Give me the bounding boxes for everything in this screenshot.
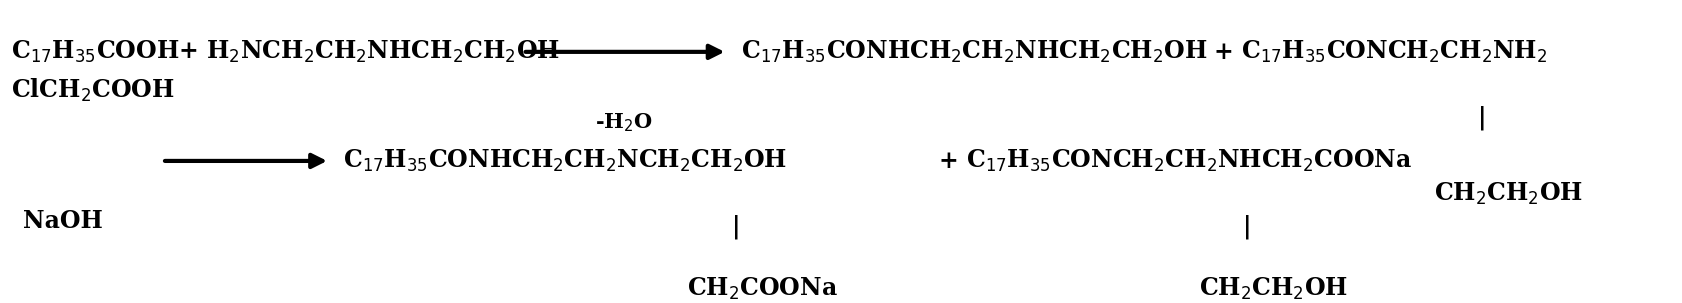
- Text: ClCH$_2$COOH: ClCH$_2$COOH: [12, 76, 175, 104]
- Text: C$_{17}$H$_{35}$CONCH$_2$CH$_2$NH$_2$: C$_{17}$H$_{35}$CONCH$_2$CH$_2$NH$_2$: [1240, 39, 1546, 65]
- Text: |: |: [732, 214, 740, 239]
- Text: CH$_2$CH$_2$OH: CH$_2$CH$_2$OH: [1198, 276, 1347, 302]
- Text: C$_{17}$H$_{35}$CONHCH$_2$CH$_2$NCH$_2$CH$_2$OH: C$_{17}$H$_{35}$CONHCH$_2$CH$_2$NCH$_2$C…: [343, 148, 787, 174]
- Text: +: +: [939, 149, 959, 173]
- Text: CH$_2$CH$_2$OH: CH$_2$CH$_2$OH: [1433, 181, 1581, 207]
- Text: -H$_2$O: -H$_2$O: [594, 112, 653, 134]
- Text: +: +: [1213, 40, 1233, 64]
- Text: |: |: [1243, 214, 1251, 239]
- Text: CH$_2$COONa: CH$_2$COONa: [686, 276, 838, 302]
- Text: |: |: [1477, 105, 1485, 130]
- Text: C$_{17}$H$_{35}$COOH+ H$_2$NCH$_2$CH$_2$NHCH$_2$CH$_2$OH: C$_{17}$H$_{35}$COOH+ H$_2$NCH$_2$CH$_2$…: [12, 39, 560, 65]
- Text: C$_{17}$H$_{35}$CONHCH$_2$CH$_2$NHCH$_2$CH$_2$OH: C$_{17}$H$_{35}$CONHCH$_2$CH$_2$NHCH$_2$…: [740, 39, 1206, 65]
- Text: NaOH: NaOH: [24, 209, 103, 233]
- Text: C$_{17}$H$_{35}$CONCH$_2$CH$_2$NHCH$_2$COONa: C$_{17}$H$_{35}$CONCH$_2$CH$_2$NHCH$_2$C…: [965, 148, 1411, 174]
